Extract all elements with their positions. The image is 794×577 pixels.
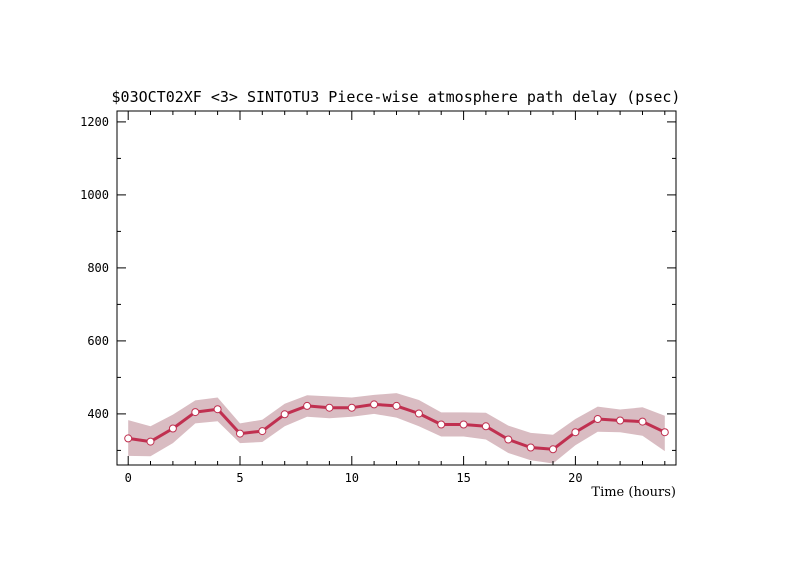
y-tick-label: 800 — [87, 261, 109, 275]
data-point — [325, 403, 334, 412]
data-point — [146, 437, 155, 446]
y-tick-label: 400 — [87, 407, 109, 421]
data-point — [124, 434, 133, 443]
y-tick-label: 1000 — [80, 188, 109, 202]
data-point — [258, 427, 267, 436]
data-point — [504, 435, 513, 444]
x-tick-label: 10 — [345, 471, 359, 485]
data-point — [549, 445, 557, 454]
x-axis-label: Time (hours) — [591, 485, 676, 500]
data-point — [370, 400, 379, 409]
y-tick-label: 600 — [87, 334, 109, 348]
x-tick-label: 5 — [236, 471, 243, 485]
y-tick-label: 1200 — [80, 115, 109, 129]
data-point — [593, 415, 602, 423]
x-tick-label: 20 — [568, 471, 582, 485]
data-point — [459, 420, 468, 429]
data-point — [191, 408, 200, 417]
data-point — [481, 422, 490, 431]
data-point — [213, 405, 222, 414]
x-tick-label: 0 — [125, 471, 132, 485]
data-point — [616, 416, 625, 425]
data-point — [236, 429, 244, 438]
data-point — [571, 428, 580, 437]
data-point — [526, 443, 535, 452]
data-point — [392, 401, 401, 410]
data-point — [638, 417, 647, 426]
x-tick-label: 15 — [456, 471, 470, 485]
data-point — [437, 420, 446, 429]
axis-ticks: 0 5 10 15 20 400 600 800 1000 1200 — [80, 111, 676, 485]
plot-area — [124, 393, 669, 464]
data-point — [303, 401, 312, 410]
data-point — [280, 410, 289, 419]
data-point — [347, 403, 356, 412]
data-point — [414, 409, 423, 418]
chart-title: $03OCT02XF <3> SINTOTU3 Piece-wise atmos… — [112, 88, 681, 106]
data-point — [660, 428, 669, 437]
data-point — [168, 424, 177, 433]
